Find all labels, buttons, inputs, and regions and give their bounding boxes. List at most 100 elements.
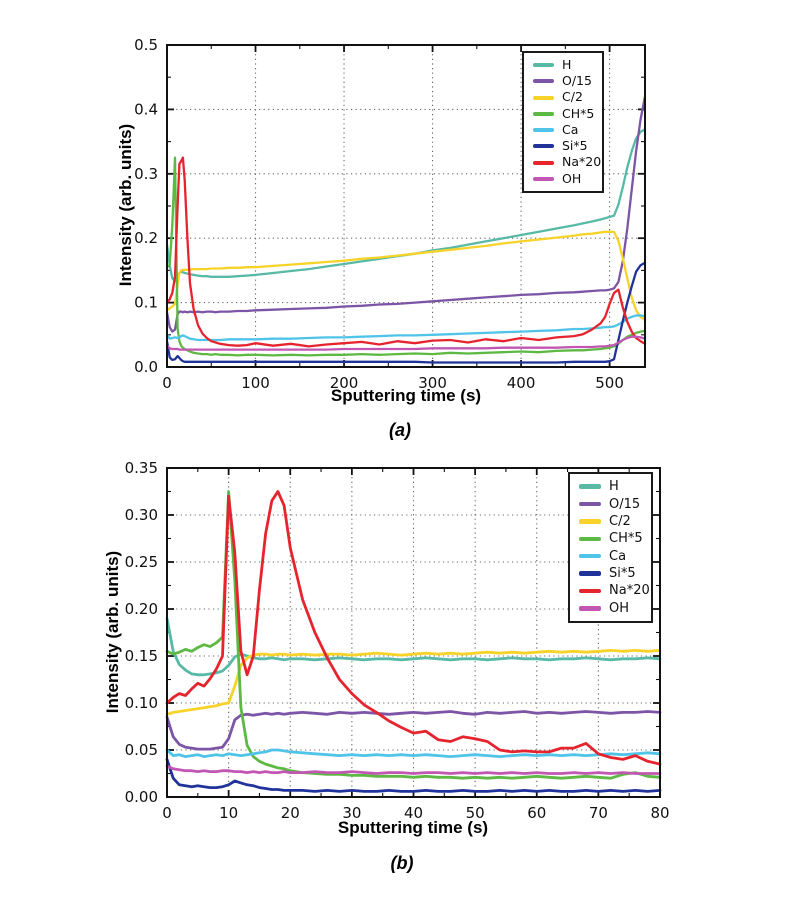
- y-tick-label: 0.05: [125, 741, 158, 759]
- legend-swatch-CH*5: [579, 536, 601, 542]
- chart-panel-b: 0 10 20 30 40 50 60 70 80 0.00 0.05 0.10 0.15 0.20 0.2…: [0, 450, 800, 900]
- y-axis-label-b: Intensity (arb. units): [103, 550, 122, 713]
- series-lines: [165, 95, 647, 364]
- caption-b: (b): [390, 853, 414, 873]
- y-tick-label: 0.10: [125, 694, 158, 712]
- x-tick-label: 50: [466, 804, 485, 822]
- legend-entry-H: H: [579, 480, 645, 493]
- y-tick-label: 0.0: [134, 358, 158, 376]
- y-tick-label: 0.35: [125, 459, 158, 477]
- legend-label-O/15: O/15: [562, 73, 592, 89]
- legend-entry-H: H: [533, 56, 596, 72]
- y-tick-label: 0.20: [125, 600, 158, 618]
- legend-entry-Ca: Ca: [579, 550, 645, 563]
- legend-a: H O/15 C/2 CH*5 Ca Si*5 Na*20 OH: [522, 51, 604, 193]
- y-axis-label-a: Intensity (arb. units): [116, 123, 135, 287]
- legend-entry-CH*5: CH*5: [533, 105, 596, 121]
- legend-entry-Ca: Ca: [533, 121, 596, 137]
- legend-swatch-H: [533, 63, 554, 68]
- series-lines: [165, 490, 662, 793]
- x-tick-label: 0: [162, 804, 172, 822]
- y-tick-label: 0.4: [134, 100, 158, 118]
- legend-entry-Si*5: Si*5: [533, 140, 596, 153]
- x-tick-label: 70: [589, 804, 608, 822]
- x-tick-label: 40: [404, 804, 423, 822]
- x-tick-label: 80: [650, 804, 669, 822]
- legend-entry-Na*20: Na*20: [579, 584, 650, 597]
- x-tick-label: 30: [342, 804, 361, 822]
- legend-label-H: H: [609, 479, 619, 495]
- x-axis-label-a: Sputtering time (s): [330, 386, 482, 405]
- y-tick-label: 0.2: [134, 229, 158, 247]
- plot-frame: [166, 467, 661, 798]
- x-tick-label: 10: [219, 804, 238, 822]
- y-tick-label: 0.30: [125, 506, 158, 524]
- legend-label-CH*5: CH*5: [609, 531, 643, 547]
- legend-label-Na*20: Na*20: [609, 583, 650, 599]
- legend-swatch-Ca: [533, 128, 554, 133]
- plot-a: 0 100 200 300 400 500 0.0 0.1 0.2 0.3 0.4 0.5: [134, 36, 647, 392]
- legend-label-Si*5: Si*5: [562, 138, 588, 154]
- y-tick-labels: 0.0 0.1 0.2 0.3 0.4 0.5: [134, 36, 158, 376]
- legend-label-O/15: O/15: [609, 496, 641, 512]
- legend-swatch-OH: [579, 606, 601, 611]
- legend-entry-O/15: O/15: [533, 75, 596, 88]
- legend-swatch-Na*20: [579, 588, 601, 594]
- legend-entry-Na*20: Na*20: [533, 156, 601, 169]
- series-line-Ca: [165, 748, 662, 758]
- legend-entry-CH*5: CH*5: [579, 532, 645, 545]
- series-line-Ca: [165, 314, 647, 342]
- legend-swatch-Ca: [579, 553, 601, 559]
- legend-swatch-O/15: [579, 501, 601, 507]
- legend-label-Si*5: Si*5: [609, 566, 636, 582]
- series-line-Na*20: [165, 156, 647, 348]
- x-tick-labels: 0 100 200 300 400 500: [162, 374, 624, 392]
- chart-panel-a: 0 100 200 300 400 500 0.0 0.1 0.2 0.3 0.4 0.5 Inten…: [116, 36, 647, 440]
- series-line-C/2: [165, 230, 647, 322]
- plot-b: 0 10 20 30 40 50 60 70 80 0.00 0.05 0.10 0.15 0.20 0.2…: [125, 459, 670, 822]
- x-tick-label: 200: [330, 374, 359, 392]
- x-tick-label: 20: [281, 804, 300, 822]
- legend-label-H: H: [562, 56, 572, 72]
- x-tick-label: 60: [527, 804, 546, 822]
- legend-swatch-C/2: [579, 519, 601, 524]
- y-tick-label: 0.00: [125, 788, 158, 806]
- series-line-Si*5: [165, 758, 662, 793]
- legend-label-Ca: Ca: [609, 548, 627, 564]
- legend-label-Ca: Ca: [562, 121, 579, 137]
- legend-swatch-CH*5: [533, 111, 554, 116]
- legend-entry-Si*5: Si*5: [579, 567, 645, 580]
- x-axis-label-b: Sputtering time (s): [337, 818, 489, 837]
- legend-swatch-O/15: [533, 79, 554, 84]
- legend-b: H O/15 C/2 CH*5 Ca Si*5 Na*20 OH: [568, 472, 653, 623]
- series-line-H: [165, 617, 662, 677]
- legend-label-Na*20: Na*20: [562, 154, 602, 170]
- series-line-O/15: [165, 95, 647, 333]
- series-line-CH*5: [165, 490, 662, 780]
- legend-entry-C/2: C/2: [579, 515, 645, 528]
- x-tick-label: 400: [507, 374, 536, 392]
- legend-entry-C/2: C/2: [533, 91, 596, 104]
- x-tick-label: 500: [595, 374, 624, 392]
- x-tick-labels: 0 10 20 30 40 50 60 70 80: [162, 804, 669, 822]
- y-tick-label: 0.15: [125, 647, 158, 665]
- series-line-OH: [165, 335, 647, 351]
- legend-label-C/2: C/2: [562, 89, 583, 105]
- x-tick-label: 100: [241, 374, 270, 392]
- y-tick-labels: 0.00 0.05 0.10 0.15 0.20 0.25 0.30 0.35: [125, 459, 158, 806]
- series-line-Na*20: [165, 490, 662, 766]
- legend-swatch-Si*5: [533, 144, 554, 149]
- caption-a: (a): [389, 420, 411, 440]
- legend-label-CH*5: CH*5: [562, 105, 595, 121]
- legend-swatch-C/2: [533, 95, 554, 100]
- series-line-Si*5: [165, 261, 647, 364]
- legend-swatch-OH: [533, 176, 554, 181]
- y-tick-label: 0.1: [134, 294, 158, 312]
- series-line-C/2: [165, 649, 662, 716]
- legend-entry-OH: OH: [579, 602, 645, 615]
- legend-label-OH: OH: [562, 170, 582, 186]
- plot-frame: [166, 44, 646, 368]
- series-line-OH: [165, 764, 662, 775]
- legend-label-C/2: C/2: [609, 513, 631, 529]
- y-tick-label: 0.3: [134, 165, 158, 183]
